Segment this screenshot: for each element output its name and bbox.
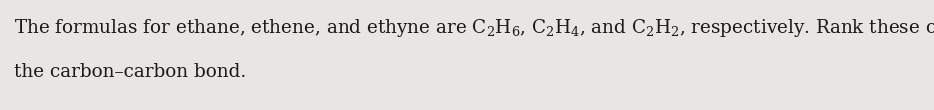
Text: The formulas for ethane, ethene, and ethyne are $\mathregular{C_2H_6}$, $\mathre: The formulas for ethane, ethene, and eth… bbox=[14, 17, 934, 39]
Text: the carbon–carbon bond.: the carbon–carbon bond. bbox=[14, 63, 247, 81]
